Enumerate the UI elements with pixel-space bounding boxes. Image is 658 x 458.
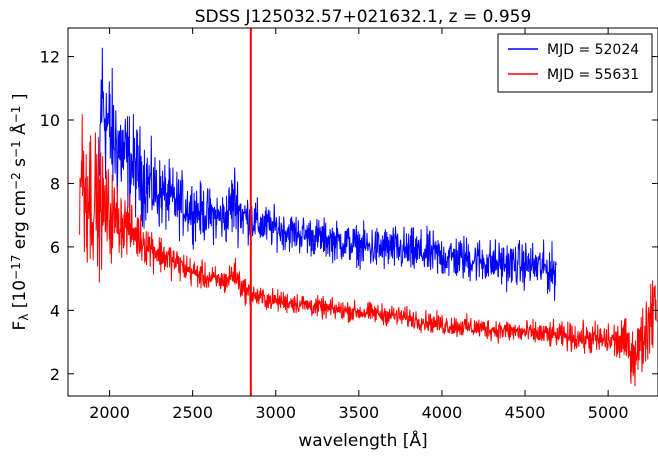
legend: MJD = 52024 MJD = 55631 [497,33,653,93]
x-axis-ticks: 2000 2500 3000 3500 4000 4500 5000 [89,28,629,422]
x-tick-label: 2000 [89,403,130,422]
y-axis-ticks: 2 4 6 8 10 12 [40,48,658,384]
x-tick-label: 5000 [588,403,629,422]
x-tick-label: 3500 [338,403,379,422]
plot-frame [67,27,658,397]
y-axis-title: Fλ [10−17 erg cm−2 s−1 Å−1 ] [8,93,31,330]
x-tick-label: 4500 [505,403,546,422]
x-axis-title: wavelength [Å] [298,429,427,451]
chart-title: SDSS J125032.57+021632.1, z = 0.959 [195,7,532,27]
legend-box [497,33,653,93]
y-tick-label: 10 [40,111,60,130]
y-tick-label: 6 [50,238,60,257]
series-layer [79,47,657,387]
legend-label-2: MJD = 55631 [547,67,639,83]
y-tick-label: 2 [50,365,60,384]
x-tick-label: 4000 [422,403,463,422]
x-tick-label: 3000 [255,403,296,422]
y-tick-label: 8 [50,174,60,193]
series-line-2 [79,114,657,387]
y-tick-label: 12 [40,48,60,67]
x-tick-label: 2500 [172,403,213,422]
series-line-1 [97,47,557,301]
legend-label-1: MJD = 52024 [547,42,639,58]
y-tick-label: 4 [50,301,60,320]
